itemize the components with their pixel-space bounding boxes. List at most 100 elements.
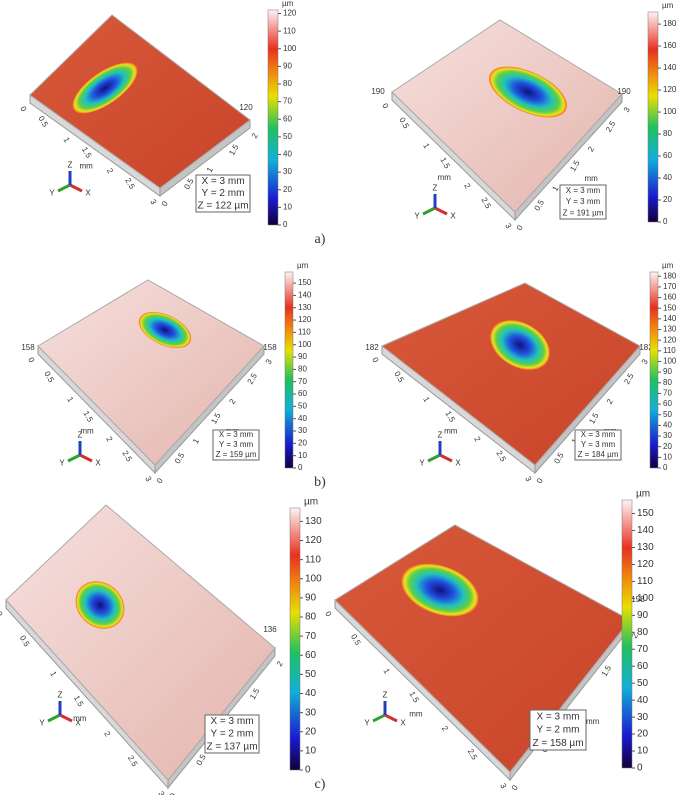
x-tick-label: 1 [62, 136, 72, 145]
triad-label: Y [39, 719, 45, 728]
y-tick-label: 0.5 [195, 752, 209, 767]
y-tick-label: 2 [630, 631, 640, 640]
triad-label: Y [49, 189, 55, 198]
info-line: Z = 122 µm [197, 200, 248, 211]
crater [490, 320, 550, 370]
x-tick-label: 2.5 [466, 747, 480, 762]
triad-axis [434, 206, 448, 216]
caption: c) [315, 777, 326, 792]
colorbar-tick-label: 0 [298, 463, 303, 472]
x-tick-label: 0 [18, 105, 28, 114]
colorbar-tick-label: 0 [663, 463, 668, 472]
triad-label: Y [364, 719, 370, 728]
x-axis-unit: mm [409, 710, 423, 719]
colorbar-tick-label: 140 [298, 291, 312, 300]
colorbar-tick-label: 160 [663, 41, 677, 50]
triad-axis [59, 713, 73, 723]
y-tick-label: 0 [510, 783, 520, 792]
x-tick-label: 1 [421, 395, 431, 404]
colorbar-tick-label: 120 [663, 335, 677, 344]
colorbar-tick-label: 60 [305, 650, 317, 661]
x-tick-label: 1.5 [80, 145, 94, 160]
x-tick-label: 2 [104, 435, 114, 444]
colorbar-tick-label: 120 [663, 85, 677, 94]
colorbar-tick-label: 100 [663, 107, 677, 116]
x-tick-label: 0.5 [18, 634, 32, 649]
info-line: X = 3 mm [581, 430, 616, 439]
triad-label: Z [68, 161, 73, 170]
colorbar-tick-label: 40 [305, 688, 317, 699]
info-line: Z = 191 µm [563, 208, 604, 217]
colorbar-tick-label: 100 [637, 593, 654, 604]
colorbar-tick-label: 10 [305, 746, 317, 757]
colorbar [267, 9, 279, 226]
info-box [204, 714, 260, 754]
y-tick-label: 3 [622, 105, 632, 114]
triad-axis [427, 453, 441, 463]
colorbar-tick-label: 90 [637, 610, 649, 621]
x-axis-unit: mm [80, 161, 94, 170]
info-line: Y = 3 mm [581, 440, 616, 449]
colorbar-tick-label: 30 [305, 707, 317, 718]
caption: b) [314, 475, 326, 490]
colorbar-tick-label: 110 [298, 328, 311, 337]
colorbar-tick-label: 110 [305, 554, 321, 565]
x-tick-label: 1.5 [443, 409, 457, 424]
colorbar-tick-label: 70 [663, 389, 672, 398]
triad-label: X [455, 459, 461, 468]
colorbar-tick-label: 130 [637, 542, 654, 553]
x-tick-label: 0 [370, 356, 380, 365]
y-tick-label: 0.5 [173, 451, 187, 466]
x-tick-label: 1 [48, 670, 58, 679]
triad-label: Z [433, 184, 438, 193]
colorbar-tick-label: 100 [663, 357, 677, 366]
colorbar-tick-label: 0 [637, 763, 643, 774]
colorbar-tick-label: 60 [637, 661, 649, 672]
triad-axis [422, 206, 436, 216]
crater [489, 66, 567, 118]
y-tick-label: 3 [264, 357, 274, 366]
colorbar-tick-label: 30 [637, 712, 649, 723]
colorbar-tick-label: 80 [283, 79, 292, 88]
colorbar [289, 507, 301, 771]
x-tick-label: 0.5 [397, 116, 411, 131]
y-axis-unit: mm [585, 174, 599, 183]
info-box [195, 174, 251, 213]
x-tick-label: 0.5 [37, 114, 51, 129]
colorbar-tick-label: 70 [298, 377, 307, 386]
colorbar-tick-label: 10 [637, 746, 649, 757]
x-tick-label: 3 [143, 475, 153, 484]
x-tick-label: 2.5 [120, 449, 134, 464]
y-tick-label: 3 [640, 357, 650, 366]
colorbar-tick-label: 140 [663, 314, 677, 323]
x-tick-label: 2 [440, 724, 450, 733]
x-axis-unit: mm [444, 427, 458, 436]
colorbar-tick-label: 20 [663, 442, 672, 451]
colorbar-tick-label: 40 [298, 414, 307, 423]
colorbar-tick-label: 30 [663, 431, 672, 440]
colorbar-tick-label: 180 [663, 271, 677, 280]
colorbar-tick-label: 70 [305, 631, 317, 642]
triad-label: Z [78, 431, 83, 440]
colorbar-tick-label: 60 [663, 399, 672, 408]
caption: a) [315, 232, 326, 247]
z-max-label: 190 [617, 87, 631, 96]
x-tick-label: 2 [472, 435, 482, 444]
info-line: Y = 2 mm [211, 729, 254, 740]
y-tick-label: 1.5 [227, 142, 241, 157]
colorbar-tick-label: 20 [663, 195, 672, 204]
colorbar-tick-label: 80 [305, 612, 317, 623]
y-tick-label: 0 [155, 476, 165, 485]
colorbar-unit: µm [662, 261, 674, 270]
x-tick-label: 2 [105, 167, 115, 176]
y-tick-label: 1 [205, 165, 215, 174]
x-tick-label: 3 [148, 198, 158, 207]
colorbar-tick-label: 120 [298, 315, 312, 324]
colorbar-tick-label: 160 [663, 293, 677, 302]
colorbar-tick-label: 60 [663, 151, 672, 160]
triad-label: Z [438, 431, 443, 440]
